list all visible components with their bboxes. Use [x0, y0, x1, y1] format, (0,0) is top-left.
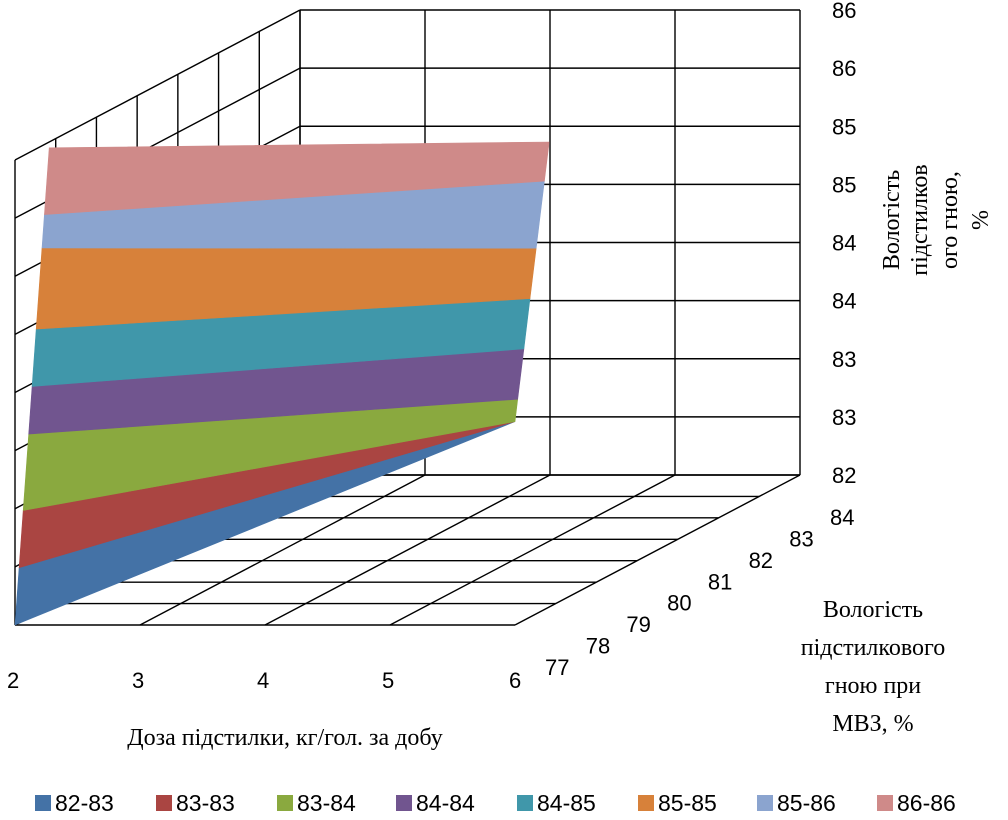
depth-tick-label: 78	[586, 634, 610, 659]
legend-label: 82-83	[55, 790, 114, 816]
legend-label: 84-85	[537, 790, 596, 816]
legend-item-83-83: 83-83	[156, 790, 235, 816]
legend-item-82-83: 82-83	[35, 790, 114, 816]
z-axis-ticks: 82 83 83 84 84 85 85 86 86	[832, 0, 856, 488]
legend-swatch	[517, 795, 533, 811]
depth-tick-label: 80	[667, 591, 691, 616]
z-axis-title-line-1: Вологість	[879, 170, 905, 270]
z-axis-title-line-4: %	[968, 210, 994, 230]
legend-swatch	[396, 795, 412, 811]
legend-label: 84-84	[416, 790, 475, 816]
z-tick-label: 82	[832, 463, 856, 488]
legend-label: 85-85	[658, 790, 717, 816]
x-axis-ticks: 2 3 4 5 6	[7, 668, 521, 693]
legend-item-85-85: 85-85	[638, 790, 717, 816]
legend-item-83-84: 83-84	[277, 790, 356, 816]
legend-item-84-85: 84-85	[517, 790, 596, 816]
legend-swatch	[35, 795, 51, 811]
x-tick-label: 6	[509, 668, 521, 693]
legend-label: 83-84	[297, 790, 356, 816]
depth-axis-ticks: 77 78 79 80 81 82 83 84	[545, 505, 854, 680]
depth-axis-title-line-4: МВЗ, %	[832, 711, 913, 737]
x-tick-label: 4	[257, 668, 269, 693]
z-tick-label: 83	[832, 405, 856, 430]
legend-swatch	[757, 795, 773, 811]
x-tick-label: 5	[382, 668, 394, 693]
legend: 82-83 83-83 83-84 84-84 84-85 85-85 85-86 86-86	[35, 790, 956, 816]
legend-label: 86-86	[897, 790, 956, 816]
legend-item-84-84: 84-84	[396, 790, 475, 816]
depth-axis-title-line-1: Вологість	[823, 597, 923, 623]
floor-gridline	[264, 474, 551, 626]
depth-tick-label: 84	[830, 505, 854, 530]
z-tick-label: 84	[832, 231, 856, 256]
legend-swatch	[638, 795, 654, 811]
z-axis-title-line-2: підстилков	[907, 164, 933, 275]
z-tick-label: 86	[832, 56, 856, 81]
depth-axis-title: Вологість підстилкового гною при МВЗ, %	[801, 597, 946, 737]
depth-tick-label: 83	[789, 526, 813, 551]
surface-band-86-86	[44, 141, 550, 215]
x-tick-label: 3	[132, 668, 144, 693]
floor-gridline	[389, 474, 676, 626]
legend-label: 83-83	[176, 790, 235, 816]
x-axis-title: Доза підстилки, кг/гол. за добу	[127, 725, 442, 751]
depth-tick-label: 79	[626, 612, 650, 637]
legend-swatch	[156, 795, 172, 811]
z-axis-title-line-3: ого гною,	[937, 171, 963, 269]
z-tick-label: 84	[832, 289, 856, 314]
depth-tick-label: 77	[545, 655, 569, 680]
surface-bands	[14, 141, 550, 626]
z-tick-label: 85	[832, 114, 856, 139]
z-tick-label: 86	[832, 0, 856, 23]
depth-axis-title-line-2: підстилкового	[801, 635, 946, 661]
z-axis-title: Вологість підстилков ого гною, %	[879, 164, 994, 275]
depth-tick-label: 82	[749, 548, 773, 573]
floor-gridline	[139, 474, 426, 626]
depth-axis-title-line-3: гною при	[825, 673, 921, 699]
floor-gridline	[514, 474, 801, 626]
legend-swatch	[877, 795, 893, 811]
z-tick-label: 85	[832, 172, 856, 197]
x-tick-label: 2	[7, 668, 19, 693]
legend-item-86-86: 86-86	[877, 790, 956, 816]
legend-label: 85-86	[777, 790, 836, 816]
legend-item-85-86: 85-86	[757, 790, 836, 816]
left-wall-gridline	[14, 9, 301, 161]
z-tick-label: 83	[832, 347, 856, 372]
legend-swatch	[277, 795, 293, 811]
depth-tick-label: 81	[708, 569, 732, 594]
